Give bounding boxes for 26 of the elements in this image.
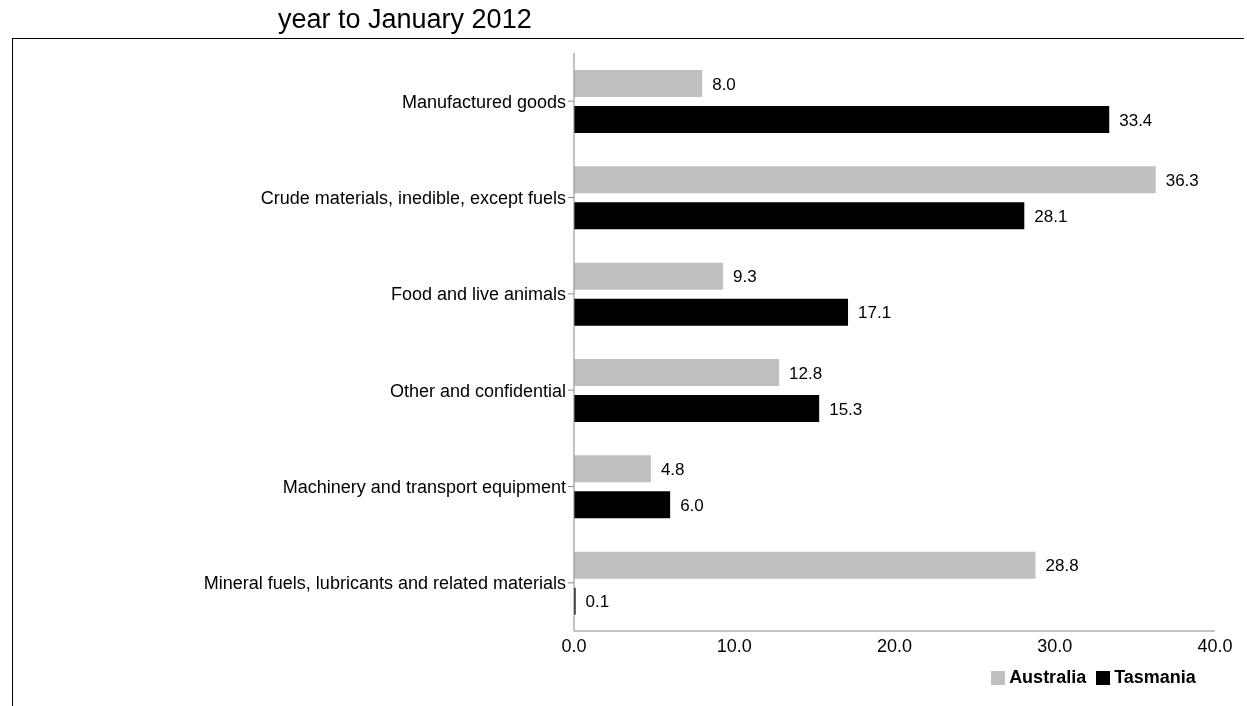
x-tick-label: 40.0 xyxy=(1197,635,1233,656)
data-label: 0.1 xyxy=(585,592,610,612)
data-label: 12.8 xyxy=(789,363,823,383)
x-tick-label: 0.0 xyxy=(561,635,587,656)
y-tick-label: Manufactured goods xyxy=(401,91,566,112)
legend-label: Tasmania xyxy=(1114,667,1196,687)
data-label: 4.8 xyxy=(660,459,685,479)
legend-label: Australia xyxy=(1009,667,1087,687)
y-tick-label: Mineral fuels, lubricants and related materials xyxy=(203,573,566,594)
data-label: 33.4 xyxy=(1119,110,1153,130)
data-label: 15.3 xyxy=(829,399,863,419)
y-tick-label: Crude materials, inedible, except fuels xyxy=(260,187,566,208)
data-label: 36.3 xyxy=(1165,170,1199,190)
data-label: 8.0 xyxy=(712,74,736,94)
data-label: 17.1 xyxy=(858,303,892,323)
chart-title: year to January 2012 xyxy=(278,4,532,35)
data-label: 28.8 xyxy=(1045,556,1079,576)
data-label: 6.0 xyxy=(680,495,704,515)
y-tick-label: Machinery and transport equipment xyxy=(282,476,566,497)
x-tick-label: 10.0 xyxy=(716,635,752,656)
y-tick-label: Food and live animals xyxy=(390,284,566,305)
data-label: 9.3 xyxy=(733,267,757,287)
x-tick-label: 20.0 xyxy=(876,635,913,656)
x-tick-label: 30.0 xyxy=(1037,635,1073,656)
data-label: 28.1 xyxy=(1034,206,1068,226)
y-tick-label: Other and confidential xyxy=(389,380,566,401)
